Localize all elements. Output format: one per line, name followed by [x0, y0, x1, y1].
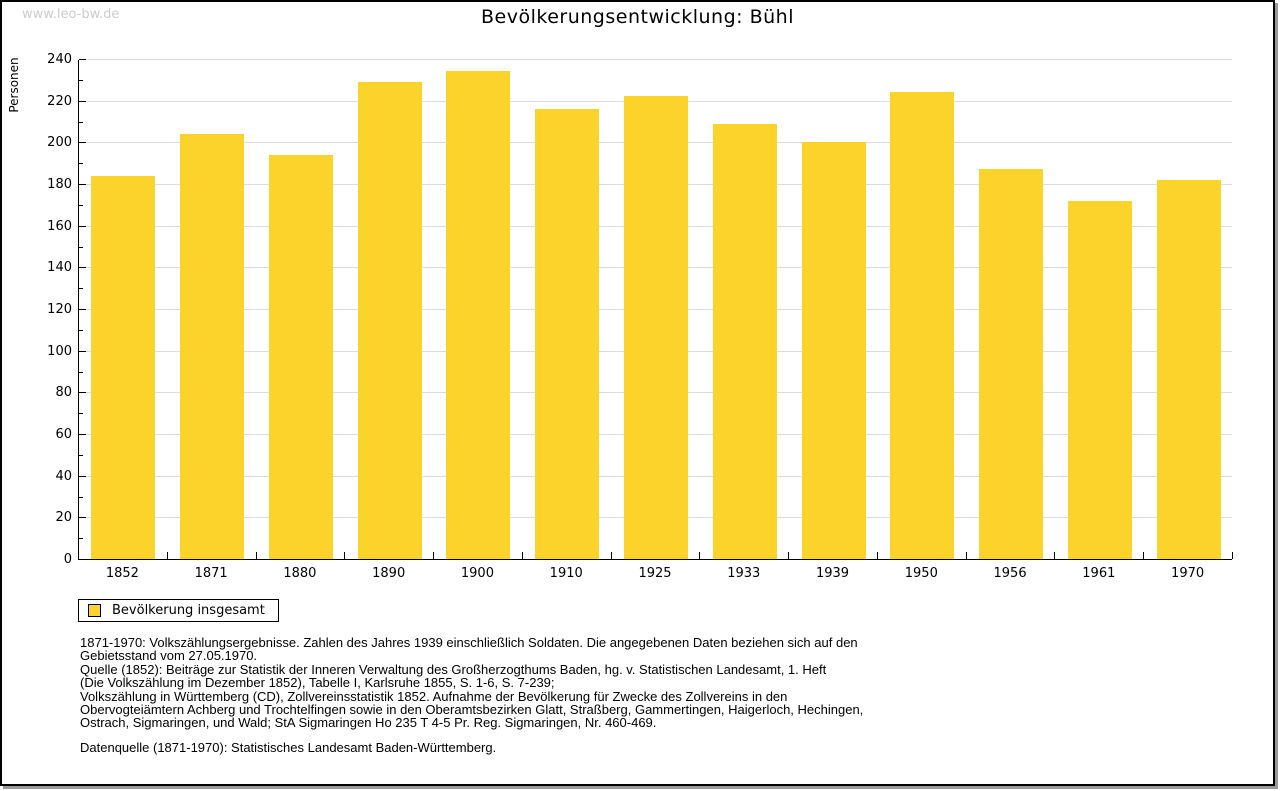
y-minor-tick [79, 163, 83, 165]
y-tick-label: 20 [55, 510, 72, 526]
y-minor-tick [79, 246, 83, 248]
x-tick-label: 1925 [638, 566, 672, 581]
y-tick-label: 40 [55, 468, 72, 484]
x-tick [256, 552, 257, 559]
watermark: www.leo-bw.de [22, 7, 120, 22]
y-tick-label: 80 [55, 385, 72, 401]
x-tick-label: 1910 [549, 566, 583, 581]
y-major-tick [79, 225, 86, 227]
x-tick-label: 1950 [904, 566, 938, 581]
x-tick-label: 1890 [372, 566, 406, 581]
y-minor-tick [79, 413, 83, 415]
data-source-line: Datenquelle (1871-1970): Statistisches L… [80, 740, 497, 755]
x-tick-label: 1961 [1082, 566, 1116, 581]
y-minor-tick [79, 538, 83, 540]
x-tick [344, 552, 345, 559]
x-tick-label: 1970 [1171, 566, 1205, 581]
source-notes: 1871-1970: Volkszählungsergebnisse. Zahl… [80, 635, 864, 731]
x-tick [167, 552, 168, 559]
bar-1871 [180, 134, 245, 559]
bar-1956 [979, 169, 1044, 559]
y-tick-label: 200 [47, 135, 72, 151]
y-tick-label: 220 [47, 93, 72, 109]
bar-1925 [624, 96, 688, 559]
y-minor-tick [79, 454, 83, 456]
legend-swatch-icon [88, 604, 101, 617]
y-minor-tick [79, 79, 83, 81]
y-major-tick [79, 184, 86, 185]
x-tick [1054, 552, 1055, 559]
plot-area [78, 59, 1233, 560]
y-minor-tick [79, 371, 83, 373]
x-tick-label: 1956 [993, 566, 1027, 581]
bar-1933 [712, 124, 777, 559]
x-tick-label: 1900 [460, 566, 494, 581]
gridline-240 [79, 59, 1232, 60]
bar-1961 [1067, 201, 1132, 559]
x-tick-label: 1852 [105, 566, 139, 581]
x-tick-label: 1880 [283, 566, 317, 581]
y-tick-label: 120 [47, 302, 72, 317]
bar-1910 [535, 109, 600, 559]
y-tick-label: 180 [47, 177, 72, 192]
y-tick-label: 140 [47, 260, 72, 276]
x-tick [788, 552, 789, 559]
chart-title: Bevölkerungsentwicklung: Bühl [481, 6, 794, 28]
x-tick [522, 552, 523, 559]
bar-1970 [1156, 180, 1221, 559]
x-tick [966, 552, 967, 559]
legend-label: Bevölkerung insgesamt [112, 603, 265, 618]
bar-1890 [357, 82, 422, 559]
y-major-tick [79, 350, 86, 352]
y-tick-label: 100 [47, 343, 72, 359]
y-tick-label: 0 [63, 552, 72, 567]
y-axis-labels: 0 20 40 60 80 100 120 140 160 180 200 220 240 [2, 53, 72, 567]
bar-1880 [268, 155, 333, 559]
y-tick-label: 60 [55, 427, 72, 442]
y-tick-label: 160 [47, 218, 72, 234]
bar-1939 [801, 142, 866, 559]
y-major-tick [79, 267, 86, 269]
y-major-tick [79, 100, 86, 102]
x-tick-label: 1939 [815, 566, 850, 581]
y-major-tick [79, 142, 86, 144]
x-tick [611, 552, 612, 559]
y-minor-tick [79, 496, 83, 498]
x-tick-label: 1933 [727, 566, 761, 581]
bar-1950 [890, 92, 955, 559]
y-major-tick [79, 434, 86, 435]
x-tick-label: 1871 [194, 566, 228, 581]
y-minor-tick [79, 329, 83, 331]
y-major-tick [79, 59, 86, 60]
bar-1900 [446, 71, 511, 559]
y-tick-label: 240 [47, 52, 72, 67]
y-minor-tick [79, 288, 83, 290]
y-minor-tick [79, 204, 83, 206]
y-major-tick [79, 392, 86, 394]
x-tick [433, 552, 434, 559]
x-tick [699, 552, 700, 559]
y-major-tick [79, 475, 86, 477]
legend: Bevölkerung insgesamt [78, 599, 279, 622]
y-major-tick [79, 517, 86, 519]
x-tick [1143, 552, 1144, 559]
y-major-tick [79, 309, 86, 310]
y-minor-tick [79, 121, 83, 123]
bar-1852 [91, 176, 156, 559]
x-tick [1232, 552, 1233, 559]
x-tick [877, 552, 878, 559]
x-axis-labels: 1852 1871 1880 1890 1900 1910 1925 1933 1939 1950… [78, 566, 1232, 584]
